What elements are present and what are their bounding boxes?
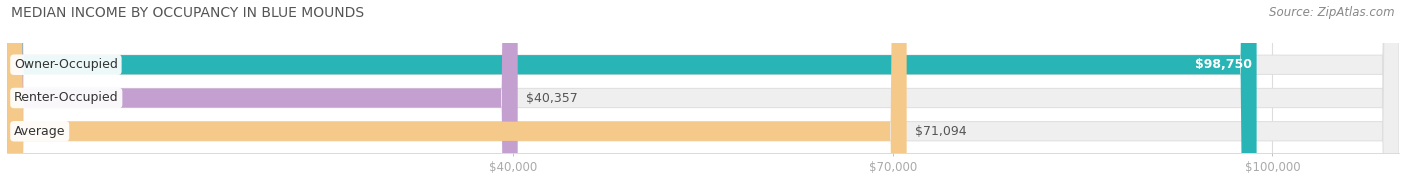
Text: $98,750: $98,750 [1195,58,1253,71]
Text: Source: ZipAtlas.com: Source: ZipAtlas.com [1270,6,1395,19]
Text: MEDIAN INCOME BY OCCUPANCY IN BLUE MOUNDS: MEDIAN INCOME BY OCCUPANCY IN BLUE MOUND… [11,6,364,20]
FancyBboxPatch shape [7,0,1399,196]
Text: Average: Average [14,125,66,138]
FancyBboxPatch shape [7,0,1399,196]
FancyBboxPatch shape [7,0,1257,196]
FancyBboxPatch shape [7,0,1399,196]
Text: $40,357: $40,357 [526,92,578,104]
Text: Renter-Occupied: Renter-Occupied [14,92,118,104]
Text: Owner-Occupied: Owner-Occupied [14,58,118,71]
FancyBboxPatch shape [7,0,907,196]
FancyBboxPatch shape [7,0,517,196]
Text: $71,094: $71,094 [915,125,967,138]
